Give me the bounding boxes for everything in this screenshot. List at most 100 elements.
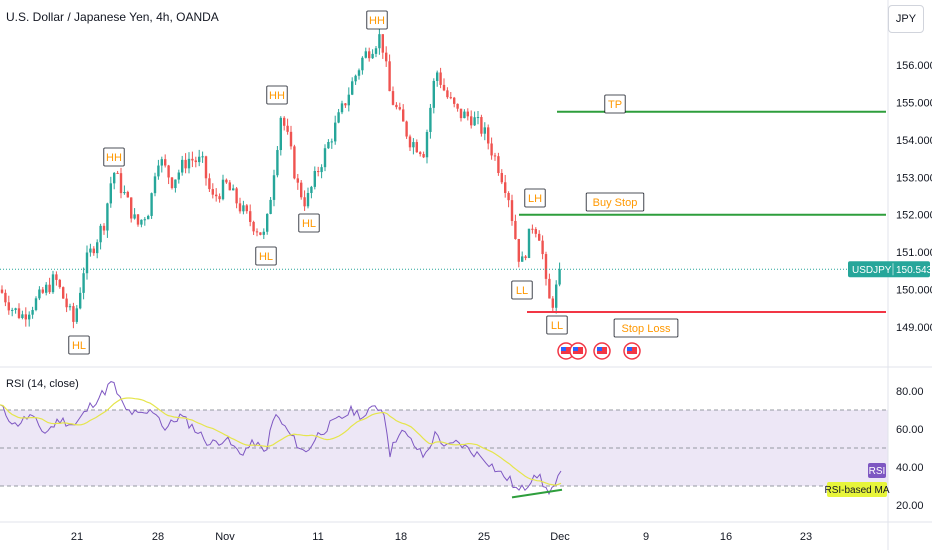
- candle-body: [38, 289, 41, 299]
- candle-body: [354, 75, 357, 82]
- buy-stop-label: Buy Stop: [593, 197, 638, 209]
- candle-body: [17, 308, 21, 318]
- candle-body: [555, 284, 558, 308]
- candle-body: [510, 200, 514, 221]
- candle-body: [51, 274, 55, 293]
- swing-label-hh: HH: [106, 152, 122, 164]
- candle-body: [255, 231, 259, 233]
- candle-body: [238, 203, 242, 212]
- candle-body: [177, 172, 180, 180]
- candle-body: [538, 233, 541, 241]
- tp-label: TP: [608, 99, 622, 111]
- candle-body: [174, 179, 177, 189]
- candle-body: [493, 155, 497, 157]
- rsi-title: RSI (14, close): [6, 378, 79, 390]
- candle-body: [62, 287, 65, 299]
- flag-canton: [597, 347, 602, 351]
- price-tick-label: 149.000: [896, 322, 932, 334]
- candle-body: [79, 292, 82, 309]
- candle-body: [456, 103, 459, 109]
- candle-body: [136, 214, 140, 225]
- candle-body: [436, 72, 439, 81]
- candle-body: [357, 70, 361, 76]
- candle-body: [119, 173, 123, 194]
- candle-body: [147, 215, 150, 220]
- us-flag-event-icon[interactable]: [623, 342, 641, 360]
- price-pane[interactable]: [0, 26, 561, 329]
- time-tick-label: 16: [720, 531, 732, 543]
- rsi-tag-bg: [868, 463, 886, 478]
- rsi-tick-label: 20.00: [896, 500, 924, 512]
- candle-body: [344, 103, 347, 106]
- swing-label-hh-box: [266, 85, 288, 105]
- candle-body: [225, 179, 228, 183]
- rsi-tick-label: 40.00: [896, 462, 924, 474]
- candle-body: [320, 167, 323, 173]
- candle-body: [28, 314, 31, 320]
- candle-body: [490, 143, 493, 156]
- candle-body: [442, 84, 446, 91]
- candle-body: [480, 117, 483, 134]
- rsi-divergence-line: [511, 488, 563, 499]
- candle-body: [351, 81, 354, 95]
- candle-body: [143, 219, 146, 221]
- price-tick-label: 152.000: [896, 210, 932, 222]
- price-badge-value: 150.543: [896, 265, 932, 276]
- swing-label-hl-box: [255, 246, 277, 266]
- candle-body: [473, 117, 476, 126]
- candle-body: [514, 220, 517, 240]
- candle-body: [334, 122, 337, 142]
- candle-body: [204, 156, 208, 179]
- candle-body: [548, 278, 551, 299]
- candle-body: [34, 298, 38, 310]
- us-flag-event-icon[interactable]: [569, 342, 587, 360]
- candle-body: [31, 309, 34, 315]
- time-tick-label: Nov: [215, 531, 235, 543]
- candle-body: [293, 146, 296, 179]
- swing-label-hh-box: [366, 10, 388, 30]
- us-flag-event-icon[interactable]: [593, 342, 611, 360]
- swing-label-hh: HH: [269, 90, 285, 102]
- candle-body: [7, 302, 10, 311]
- candle-body: [232, 188, 235, 191]
- currency-button[interactable]: JPY: [888, 5, 924, 33]
- rsi-pane[interactable]: [0, 381, 888, 499]
- candle-body: [201, 156, 204, 158]
- time-tick-label: 9: [643, 531, 649, 543]
- candle-body: [218, 196, 221, 200]
- candle-body: [14, 308, 17, 310]
- symbol-title: U.S. Dollar / Japanese Yen, 4h, OANDA: [6, 10, 219, 24]
- candle-body: [310, 186, 313, 193]
- time-tick-label: 23: [800, 531, 812, 543]
- candle-body: [252, 221, 255, 232]
- candle-body: [228, 182, 231, 191]
- candle-body: [504, 182, 507, 193]
- candle-body: [160, 159, 163, 166]
- candle-body: [317, 171, 320, 173]
- candle-body: [126, 191, 129, 198]
- price-tick-label: 154.000: [896, 135, 932, 147]
- buy-stop-label-box: [585, 192, 645, 212]
- candle-body: [102, 225, 106, 231]
- candle-body: [381, 34, 384, 53]
- candle-body: [524, 256, 527, 259]
- candle-body: [286, 125, 289, 132]
- price-tick-label: 150.000: [896, 285, 932, 297]
- candle-body: [517, 239, 520, 262]
- candle-body: [235, 188, 238, 204]
- candle-body: [337, 112, 340, 123]
- candle-body: [194, 160, 197, 163]
- time-tick-label: 21: [71, 531, 83, 543]
- candle-body: [497, 156, 500, 174]
- candle-body: [432, 80, 435, 108]
- candle-body: [187, 158, 191, 169]
- candle-body: [153, 176, 157, 194]
- swing-label-hl-box: [68, 335, 90, 355]
- candle-body: [371, 53, 374, 59]
- candle-body: [487, 127, 490, 144]
- time-tick-label: 25: [478, 531, 490, 543]
- rsi-tag: RSI: [869, 466, 886, 477]
- candle-body: [527, 228, 531, 259]
